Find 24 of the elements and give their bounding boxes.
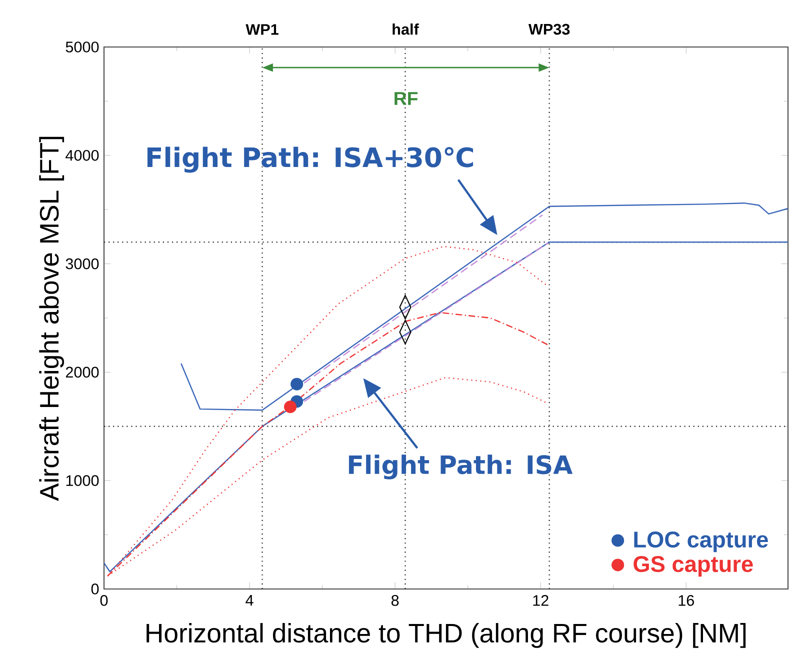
annotation: Flight Path: ISA (348, 454, 573, 480)
y-tick-label: 3000 (66, 258, 99, 270)
legend-label: GS capture (634, 556, 753, 577)
annotation: RF (394, 92, 418, 105)
line-series (180, 202, 789, 411)
ref-line-label: half (392, 23, 419, 35)
y-axis-title: Aircraft Height above MSL [FT] (39, 136, 64, 501)
x-tick-label: 16 (678, 595, 694, 606)
y-tick-label: 4000 (66, 150, 99, 161)
point (284, 400, 297, 414)
x-axis-title: Horizontal distance to THD (along RF course) [NM] (146, 623, 746, 648)
x-tick-label: 0 (100, 595, 108, 606)
x-tick-label: 8 (391, 595, 399, 606)
ref-line-label: WP33 (528, 24, 570, 35)
annotation: Flight Path: ISA+30℃ (147, 146, 474, 173)
legend-label: LOC capture (634, 532, 768, 552)
point (290, 378, 304, 390)
x-tick-label: 4 (246, 595, 254, 606)
y-tick-label: 0 (91, 584, 99, 594)
y-tick-label: 2000 (66, 366, 99, 378)
x-tick-label: 12 (533, 595, 548, 606)
y-tick-label: 1000 (66, 475, 99, 486)
y-tick-label: 5000 (66, 42, 99, 52)
ref-line-label: WP1 (246, 24, 278, 35)
